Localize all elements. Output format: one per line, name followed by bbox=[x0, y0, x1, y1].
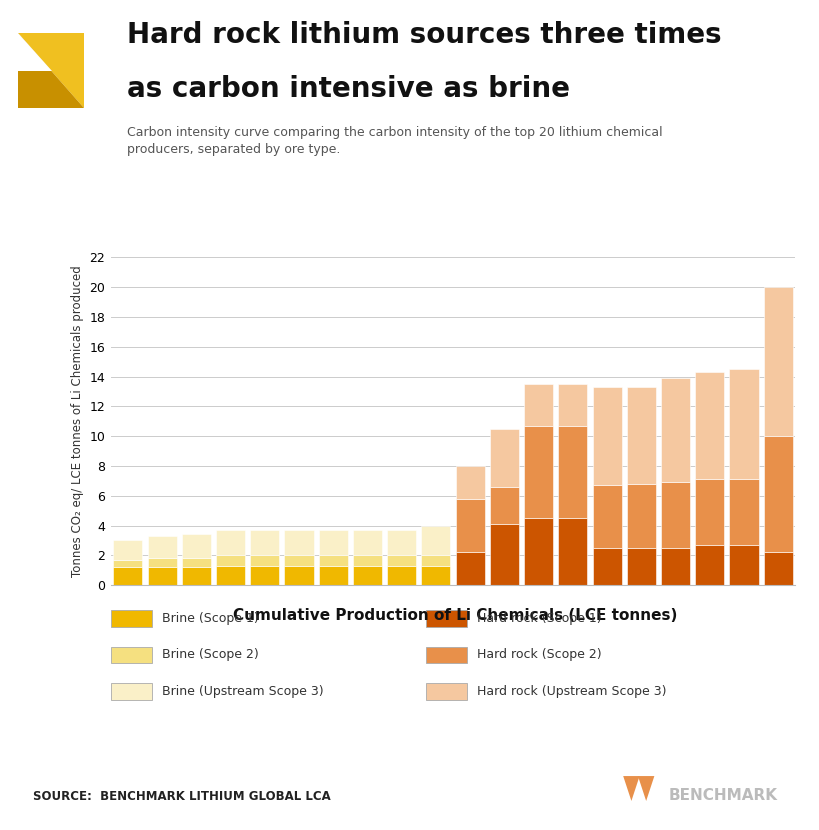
Bar bbox=[387, 555, 416, 566]
Text: Hard rock (Scope 1): Hard rock (Scope 1) bbox=[477, 612, 601, 625]
Bar bbox=[421, 525, 450, 555]
Bar bbox=[250, 530, 279, 555]
Bar bbox=[147, 559, 176, 567]
Bar bbox=[695, 372, 723, 480]
Bar bbox=[489, 486, 518, 524]
Bar bbox=[523, 518, 553, 585]
Bar bbox=[592, 486, 621, 548]
Text: Brine (Scope 2): Brine (Scope 2) bbox=[161, 648, 258, 662]
Bar bbox=[113, 559, 143, 567]
Bar bbox=[762, 436, 792, 553]
Bar bbox=[729, 369, 758, 480]
Bar bbox=[558, 518, 586, 585]
Bar bbox=[421, 555, 450, 566]
Bar bbox=[455, 553, 484, 585]
Text: Brine (Upstream Scope 3): Brine (Upstream Scope 3) bbox=[161, 685, 323, 698]
Bar bbox=[660, 482, 690, 548]
Bar bbox=[626, 387, 655, 484]
Bar bbox=[284, 555, 313, 566]
Y-axis label: Tonnes CO₂ eq/ LCE tonnes of Li Chemicals produced: Tonnes CO₂ eq/ LCE tonnes of Li Chemical… bbox=[70, 266, 84, 577]
Bar bbox=[182, 567, 210, 585]
Text: SOURCE:  BENCHMARK LITHIUM GLOBAL LCA: SOURCE: BENCHMARK LITHIUM GLOBAL LCA bbox=[33, 790, 330, 803]
Bar bbox=[147, 536, 176, 559]
Text: Carbon intensity curve comparing the carbon intensity of the top 20 lithium chem: Carbon intensity curve comparing the car… bbox=[127, 126, 662, 156]
Bar bbox=[319, 555, 347, 566]
Bar bbox=[352, 555, 382, 566]
Bar bbox=[626, 484, 655, 548]
Bar bbox=[729, 480, 758, 545]
Bar bbox=[284, 566, 313, 585]
Bar bbox=[215, 555, 245, 566]
Bar bbox=[182, 559, 210, 567]
Bar bbox=[182, 535, 210, 559]
Bar bbox=[523, 426, 553, 518]
Bar bbox=[489, 524, 518, 585]
Bar bbox=[558, 384, 586, 426]
Bar bbox=[626, 548, 655, 585]
Bar bbox=[592, 387, 621, 486]
Bar bbox=[250, 566, 279, 585]
Text: Hard rock (Scope 2): Hard rock (Scope 2) bbox=[477, 648, 601, 662]
Bar bbox=[523, 384, 553, 426]
Bar bbox=[387, 566, 416, 585]
Text: Cumulative Production of Li Chemicals (LCE tonnes): Cumulative Production of Li Chemicals (L… bbox=[233, 608, 676, 623]
Text: Hard rock lithium sources three times: Hard rock lithium sources three times bbox=[127, 21, 721, 49]
Bar bbox=[695, 545, 723, 585]
Bar bbox=[455, 499, 484, 553]
Text: Brine (Scope 1): Brine (Scope 1) bbox=[161, 612, 258, 625]
Bar bbox=[455, 466, 484, 499]
Bar bbox=[319, 566, 347, 585]
Bar bbox=[352, 566, 382, 585]
Bar bbox=[352, 530, 382, 555]
Bar bbox=[147, 567, 176, 585]
Bar bbox=[592, 548, 621, 585]
Bar bbox=[215, 530, 245, 555]
Bar bbox=[695, 480, 723, 545]
Bar bbox=[489, 428, 518, 486]
Text: BENCHMARK: BENCHMARK bbox=[667, 788, 776, 803]
Bar bbox=[215, 566, 245, 585]
Bar bbox=[319, 530, 347, 555]
Bar bbox=[113, 540, 143, 559]
Bar bbox=[558, 426, 586, 518]
Bar bbox=[387, 530, 416, 555]
Bar bbox=[421, 566, 450, 585]
Bar bbox=[284, 530, 313, 555]
Bar bbox=[762, 553, 792, 585]
Text: as carbon intensive as brine: as carbon intensive as brine bbox=[127, 75, 569, 103]
Bar bbox=[113, 567, 143, 585]
Bar bbox=[660, 378, 690, 482]
Bar bbox=[762, 287, 792, 436]
Bar bbox=[250, 555, 279, 566]
Bar bbox=[660, 548, 690, 585]
Text: Hard rock (Upstream Scope 3): Hard rock (Upstream Scope 3) bbox=[477, 685, 666, 698]
Bar bbox=[729, 545, 758, 585]
